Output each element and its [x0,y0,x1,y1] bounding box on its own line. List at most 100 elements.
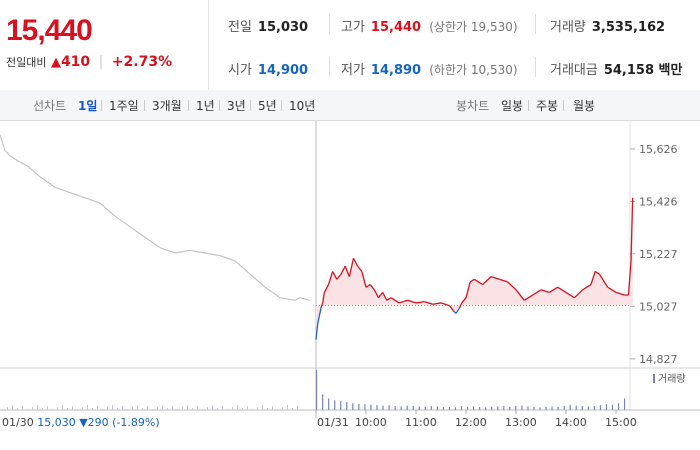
today-line-segment [373,289,380,298]
x-tick-label: 11:00 [405,416,437,429]
toolbar-separator [281,100,282,111]
turnover-stat: 거래대금 54,158 백만 [550,59,682,78]
previous-day-volume-bar [177,409,178,410]
today-line-segment [607,286,617,293]
volume-bar [400,406,402,410]
volume-bar [497,406,499,410]
previous-day-line [0,134,311,301]
volume-bar [382,405,384,410]
y-tick-label: 15,227 [639,248,678,261]
x-tick-label: 15:00 [605,416,637,429]
previous-day-volume-bar [52,409,53,410]
change-row: 전일대비 ▲410 | +2.73% [6,54,172,70]
today-line-segment [365,283,371,288]
high-value: 15,440 [370,20,422,35]
previous-day-volume-bar [82,407,83,410]
upper-limit: (상한가 19,530) [429,20,518,34]
volume-bar [460,406,463,410]
volume-stat: 거래량 3,535,162 [550,16,665,35]
change-percent: +2.73% [111,54,173,70]
candle-weekly-button[interactable]: 주봉 [536,99,559,113]
today-line-segment [627,260,632,296]
volume-bar [358,403,360,410]
volume-bar [388,405,390,410]
y-tick-label: 15,027 [639,300,678,313]
volume-bar [340,401,342,410]
today-line-segment [523,294,534,301]
volume-bar [491,406,493,410]
volume-bar [557,406,559,410]
today-line-segment [432,302,442,305]
toolbar-separator [188,100,189,111]
previous-day-volume-bar [47,406,48,410]
turnover-value: 54,158 백만 [603,63,683,78]
volume-bar [551,406,553,410]
volume-bar [316,370,318,410]
up-triangle-icon: ▲ [50,55,61,70]
range-10y-button[interactable]: 10년 [289,99,316,113]
x-tick-label: 14:00 [555,416,587,429]
today-line-segment [348,258,355,277]
previous-day-volume-bar [32,407,33,410]
previous-day-volume-bar [282,407,283,410]
line-chart-label: 선차트 [33,99,67,113]
today-line-segment [318,308,322,317]
toolbar-separator [144,100,145,111]
volume-legend-swatch [653,374,655,383]
volume-bar [346,402,348,410]
candle-monthly-button[interactable]: 월봉 [573,99,596,113]
today-line-segment [515,289,525,301]
range-3y-button[interactable]: 3년 [227,99,246,113]
stat-divider [329,57,330,77]
toolbar-separator [563,100,564,111]
candle-daily-button[interactable]: 일봉 [501,99,524,113]
range-3m-button[interactable]: 3개월 [152,99,182,113]
today-line-segment [336,273,342,280]
volume-bar [448,406,451,410]
volume-bar [436,406,438,410]
today-line-segment [424,300,433,305]
previous-day-volume-bar [292,408,293,410]
previous-day-volume-bar [7,407,8,410]
previous-day-volume-bar [147,406,148,410]
volume-bar [605,404,608,410]
range-1y-button[interactable]: 1년 [196,99,215,113]
high-label: 고가 [341,20,365,35]
previous-day-volume-bar [222,406,223,410]
today-line-segment [461,297,467,304]
volume-label: 거래량 [550,20,586,35]
range-1w-button[interactable]: 1주일 [109,99,139,113]
volume-bar [587,406,589,410]
today-line-segment [407,299,417,304]
volume-bar [328,398,330,410]
volume-bar [418,406,420,410]
today-line-segment [399,299,408,304]
volume-bar [545,406,547,410]
today-line-segment [482,276,492,286]
volume-bar [406,405,408,410]
toolbar-separator [528,100,529,111]
change-amount: 410 [60,54,91,70]
previous-day-volume-bar [212,405,213,410]
previous-day-volume-bar [182,407,183,410]
chart-range-toolbar: 선차트 1일 1주일 3개월 1년 3년 5년 10년 봉차트 일봉 주봉 월봉 [0,90,700,121]
previous-day-volume-bar [217,408,218,410]
change-separator: | [98,54,104,70]
today-line-segment [573,289,584,299]
volume-bar [617,403,620,410]
prev-close-label: 전일 [228,20,252,35]
volume-bar [575,405,577,410]
volume-bar [599,405,602,410]
range-1d-button[interactable]: 1일 [78,99,98,113]
today-line-segment [315,323,319,340]
previous-day-volume-bar [142,408,143,410]
x-tick-label: 13:00 [505,416,537,429]
volume-bar [442,406,445,410]
today-line-segment [455,307,460,314]
volume-bar [515,406,517,410]
x-tick-label: 01/31 [317,416,349,429]
volume-bar [611,404,614,410]
previous-day-volume-bar [62,405,63,410]
today-line-segment [332,271,338,280]
range-5y-button[interactable]: 5년 [258,99,277,113]
